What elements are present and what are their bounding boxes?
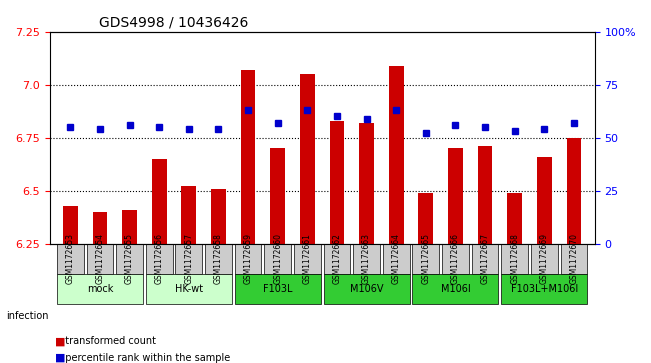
Text: GSM1172662: GSM1172662 <box>333 233 341 284</box>
Text: GSM1172660: GSM1172660 <box>273 233 282 285</box>
Text: GSM1172658: GSM1172658 <box>214 233 223 284</box>
FancyBboxPatch shape <box>57 244 84 274</box>
FancyBboxPatch shape <box>117 244 143 274</box>
FancyBboxPatch shape <box>294 244 321 274</box>
FancyBboxPatch shape <box>57 274 143 305</box>
FancyBboxPatch shape <box>324 274 409 305</box>
Bar <box>122 210 137 244</box>
Text: GSM1172656: GSM1172656 <box>155 233 163 285</box>
Bar <box>419 193 433 244</box>
Bar <box>566 138 581 244</box>
FancyBboxPatch shape <box>205 244 232 274</box>
Text: percentile rank within the sample: percentile rank within the sample <box>59 352 230 363</box>
FancyBboxPatch shape <box>324 244 350 274</box>
Text: GSM1172668: GSM1172668 <box>510 233 519 284</box>
Text: transformed count: transformed count <box>59 336 156 346</box>
FancyBboxPatch shape <box>501 274 587 305</box>
FancyBboxPatch shape <box>501 244 528 274</box>
Bar <box>389 65 404 244</box>
Text: GSM1172659: GSM1172659 <box>243 233 253 285</box>
Text: ■: ■ <box>55 352 66 363</box>
Text: infection: infection <box>7 311 49 321</box>
FancyBboxPatch shape <box>383 244 409 274</box>
Bar <box>241 70 255 244</box>
Text: GSM1172655: GSM1172655 <box>125 233 134 285</box>
Bar <box>537 157 551 244</box>
Text: GSM1172663: GSM1172663 <box>362 233 371 285</box>
Bar <box>63 205 77 244</box>
Bar <box>152 159 167 244</box>
Bar <box>211 189 226 244</box>
Text: ■: ■ <box>55 336 66 346</box>
Bar <box>92 212 107 244</box>
FancyBboxPatch shape <box>561 244 587 274</box>
Bar <box>270 148 285 244</box>
FancyBboxPatch shape <box>413 274 499 305</box>
FancyBboxPatch shape <box>87 244 113 274</box>
Text: GSM1172664: GSM1172664 <box>392 233 400 285</box>
Bar <box>359 123 374 244</box>
Text: GSM1172654: GSM1172654 <box>96 233 104 285</box>
Text: M106V: M106V <box>350 284 383 294</box>
FancyBboxPatch shape <box>176 244 202 274</box>
Text: GSM1172669: GSM1172669 <box>540 233 549 285</box>
Text: F103L: F103L <box>263 284 292 294</box>
Bar <box>182 187 196 244</box>
FancyBboxPatch shape <box>264 244 291 274</box>
Text: GSM1172661: GSM1172661 <box>303 233 312 284</box>
FancyBboxPatch shape <box>235 244 262 274</box>
Bar <box>478 146 492 244</box>
Text: M106I: M106I <box>441 284 470 294</box>
Text: GSM1172665: GSM1172665 <box>421 233 430 285</box>
Bar <box>507 193 522 244</box>
Text: GSM1172670: GSM1172670 <box>570 233 579 285</box>
Bar <box>448 148 463 244</box>
Text: F103L+M106I: F103L+M106I <box>510 284 578 294</box>
FancyBboxPatch shape <box>442 244 469 274</box>
FancyBboxPatch shape <box>531 244 558 274</box>
FancyBboxPatch shape <box>146 244 173 274</box>
FancyBboxPatch shape <box>353 244 380 274</box>
Text: mock: mock <box>87 284 113 294</box>
Bar <box>329 121 344 244</box>
Text: HK-wt: HK-wt <box>174 284 203 294</box>
Text: GDS4998 / 10436426: GDS4998 / 10436426 <box>99 15 248 29</box>
Text: GSM1172667: GSM1172667 <box>480 233 490 285</box>
FancyBboxPatch shape <box>472 244 499 274</box>
Text: GSM1172657: GSM1172657 <box>184 233 193 285</box>
FancyBboxPatch shape <box>413 244 439 274</box>
Bar <box>300 74 314 244</box>
Text: GSM1172653: GSM1172653 <box>66 233 75 285</box>
FancyBboxPatch shape <box>146 274 232 305</box>
FancyBboxPatch shape <box>235 274 321 305</box>
Text: GSM1172666: GSM1172666 <box>451 233 460 285</box>
